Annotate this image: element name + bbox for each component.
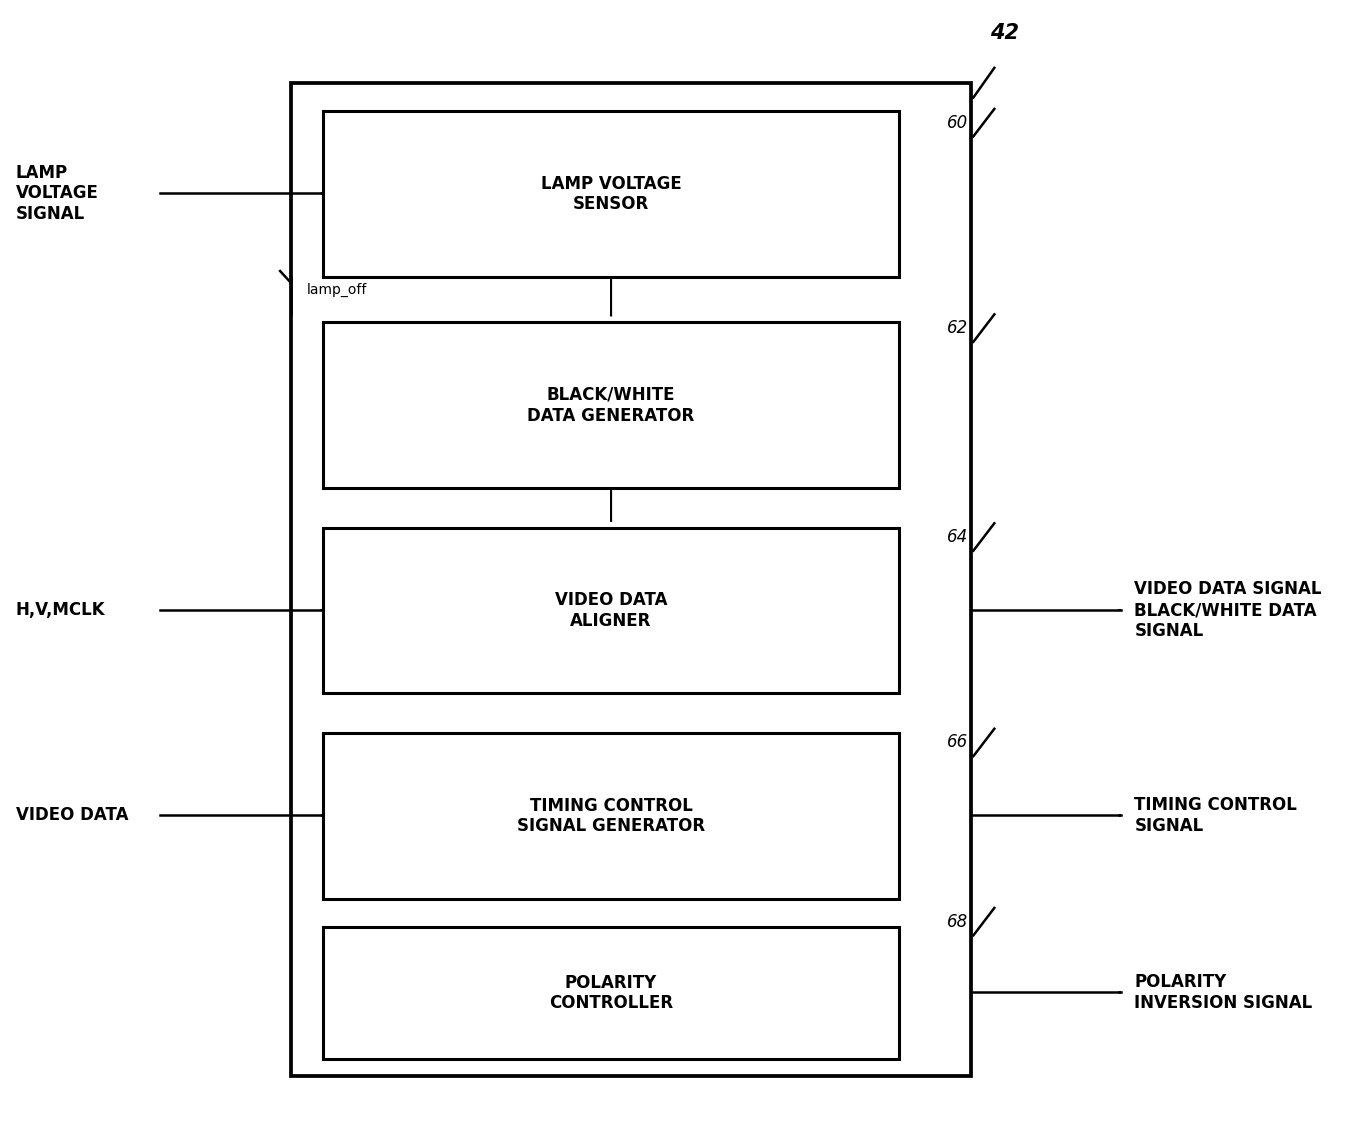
Bar xyxy=(323,927,898,1059)
Text: POLARITY
CONTROLLER: POLARITY CONTROLLER xyxy=(549,974,673,1013)
Text: VIDEO DATA SIGNAL
BLACK/WHITE DATA
SIGNAL: VIDEO DATA SIGNAL BLACK/WHITE DATA SIGNA… xyxy=(1135,580,1322,640)
Bar xyxy=(291,83,970,1076)
Text: POLARITY
INVERSION SIGNAL: POLARITY INVERSION SIGNAL xyxy=(1135,973,1313,1012)
Bar xyxy=(323,111,898,276)
Text: VIDEO DATA
ALIGNER: VIDEO DATA ALIGNER xyxy=(554,591,667,630)
Bar xyxy=(323,733,898,899)
Text: LAMP
VOLTAGE
SIGNAL: LAMP VOLTAGE SIGNAL xyxy=(16,164,99,224)
Text: 42: 42 xyxy=(991,23,1019,42)
Text: BLACK/WHITE
DATA GENERATOR: BLACK/WHITE DATA GENERATOR xyxy=(527,385,694,424)
Text: LAMP VOLTAGE
SENSOR: LAMP VOLTAGE SENSOR xyxy=(541,174,681,213)
Text: 68: 68 xyxy=(947,913,969,930)
Text: VIDEO DATA: VIDEO DATA xyxy=(16,806,128,825)
Bar xyxy=(323,322,898,487)
Text: 64: 64 xyxy=(947,528,969,546)
Text: TIMING CONTROL
SIGNAL: TIMING CONTROL SIGNAL xyxy=(1135,796,1298,835)
Text: 62: 62 xyxy=(947,319,969,337)
Text: 60: 60 xyxy=(947,114,969,132)
Bar xyxy=(323,528,898,693)
Text: H,V,MCLK: H,V,MCLK xyxy=(16,601,106,619)
Text: TIMING CONTROL
SIGNAL GENERATOR: TIMING CONTROL SIGNAL GENERATOR xyxy=(516,797,705,835)
Text: lamp_off: lamp_off xyxy=(306,283,367,297)
Text: 66: 66 xyxy=(947,733,969,751)
